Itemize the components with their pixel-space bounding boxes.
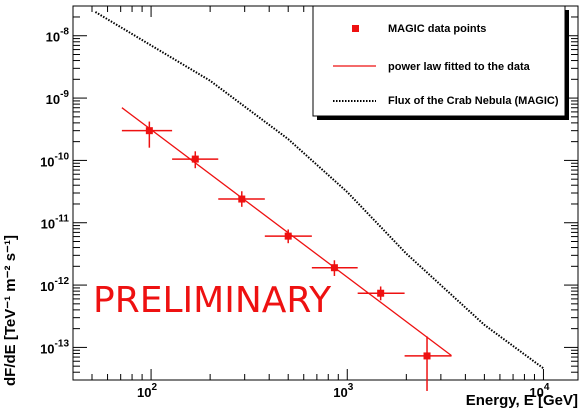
legend-box xyxy=(312,5,566,117)
y-tick-label: 10-10 xyxy=(40,151,69,169)
y-tick-label: 10-11 xyxy=(41,214,70,232)
power-law-fit-line xyxy=(121,107,452,357)
x-tick-label: 103 xyxy=(333,382,353,400)
y-tick-label: 10-13 xyxy=(40,338,69,356)
data-point xyxy=(191,155,199,163)
tick-labels: 102 103 104 10-13 10-12 10-11 10-10 10-9 10-8 xyxy=(40,27,550,400)
data-point xyxy=(423,352,431,360)
data-layer xyxy=(94,11,545,391)
legend-label-points: MAGIC data points xyxy=(388,23,486,35)
legend-marker-points xyxy=(352,25,359,32)
axis-ticks xyxy=(72,6,578,381)
crab-nebula-flux-line xyxy=(94,11,545,370)
x-axis-title: Energy, E [GeV] xyxy=(466,392,578,409)
legend: MAGIC data points power law fitted to th… xyxy=(312,5,569,120)
y-tick-label: 10-12 xyxy=(40,276,69,294)
legend-label-fit: power law fitted to the data xyxy=(388,61,531,73)
data-point xyxy=(284,232,292,240)
data-point xyxy=(377,289,385,297)
legend-label-crab: Flux of the Crab Nebula (MAGIC) xyxy=(388,95,559,107)
data-point xyxy=(145,127,153,135)
x-tick-label: 104 xyxy=(529,382,549,400)
preliminary-annotation: PRELIMINARY xyxy=(93,280,332,321)
data-point xyxy=(238,195,246,203)
y-tick-label: 10-9 xyxy=(46,89,70,107)
x-tick-label: 102 xyxy=(137,382,157,400)
y-tick-label: 10-8 xyxy=(46,27,70,45)
y-axis-title: dF/dE [TeV⁻¹ m⁻² s⁻¹] xyxy=(2,235,19,386)
